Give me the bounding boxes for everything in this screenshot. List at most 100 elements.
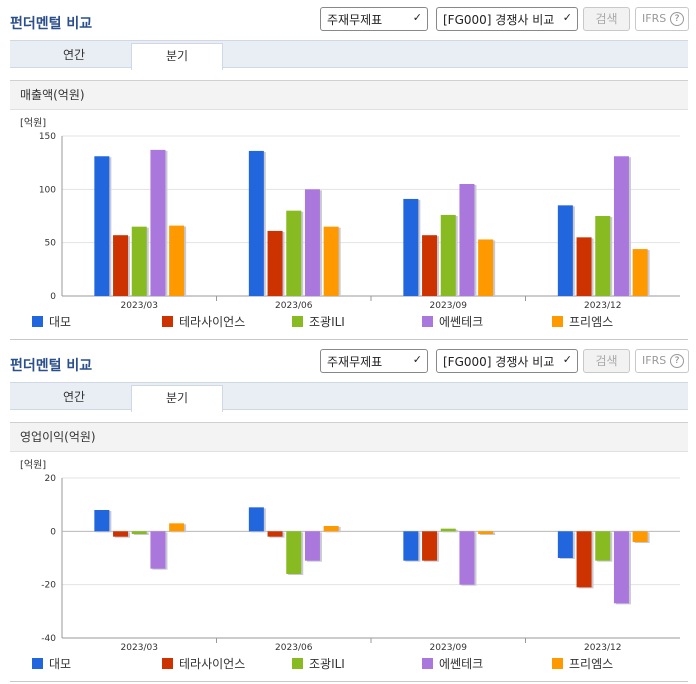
bar[interactable]: [304, 189, 320, 296]
bar[interactable]: [440, 528, 456, 532]
bar[interactable]: [403, 531, 419, 561]
section-header: 펀더멘털 비교 주재무제표 ✓ [FG000] 경쟁사 비교 ✓ 검색 IFRS…: [0, 342, 696, 382]
divider: [10, 681, 688, 682]
bar[interactable]: [323, 226, 339, 296]
bar[interactable]: [459, 184, 475, 296]
bar[interactable]: [169, 523, 185, 532]
section-title: 펀더멘털 비교: [10, 358, 93, 374]
bar[interactable]: [613, 531, 629, 604]
legend-entry[interactable]: 조광ILI: [309, 657, 345, 671]
x-tick-label: 2023/12: [584, 643, 621, 653]
x-tick-label: 2023/03: [121, 301, 158, 311]
legend-swatch: [32, 316, 43, 327]
bar[interactable]: [131, 226, 147, 296]
tab-quarterly[interactable]: 분기: [131, 385, 223, 412]
x-tick-label: 2023/09: [430, 643, 468, 653]
y-tick-label: 0: [50, 527, 56, 537]
ifrs-button[interactable]: IFRS ?: [635, 349, 689, 373]
legend-swatch: [292, 316, 303, 327]
bar[interactable]: [576, 237, 592, 296]
bar[interactable]: [557, 205, 573, 296]
bar[interactable]: [248, 507, 264, 532]
search-button[interactable]: 검색: [583, 349, 630, 373]
x-tick-label: 2023/06: [275, 643, 313, 653]
bar[interactable]: [595, 216, 611, 296]
period-tabs: 연간 분기: [10, 40, 688, 70]
section-title: 펀더멘털 비교: [10, 16, 93, 32]
legend-entry[interactable]: 에쎈테크: [439, 315, 483, 329]
bar[interactable]: [422, 531, 438, 561]
x-tick-label: 2023/12: [584, 301, 621, 311]
y-tick-label: 50: [45, 239, 57, 249]
tab-quarterly[interactable]: 분기: [131, 43, 223, 70]
bar[interactable]: [94, 510, 110, 532]
fundamental-compare-section-revenue: 펀더멘털 비교 주재무제표 ✓ [FG000] 경쟁사 비교 ✓ 검색 IFRS…: [0, 0, 696, 340]
bar[interactable]: [478, 239, 494, 296]
statement-select[interactable]: 주재무제표 ✓: [320, 349, 428, 373]
section-header: 펀더멘털 비교 주재무제표 ✓ [FG000] 경쟁사 비교 ✓ 검색 IFRS…: [0, 0, 696, 40]
legend-entry[interactable]: 조광ILI: [309, 315, 345, 329]
bar[interactable]: [131, 531, 147, 534]
compare-select-value: [FG000] 경쟁사 비교: [443, 13, 555, 27]
tab-annual[interactable]: 연간: [62, 390, 86, 404]
period-tabs: 연간 분기: [10, 382, 688, 412]
y-tick-label: 150: [39, 132, 56, 142]
bar[interactable]: [632, 249, 648, 296]
legend-entry[interactable]: 테라사이언스: [179, 315, 245, 329]
bar[interactable]: [304, 531, 320, 561]
compare-select[interactable]: [FG000] 경쟁사 비교 ✓: [436, 349, 578, 373]
statement-select[interactable]: 주재무제표 ✓: [320, 7, 428, 31]
legend-swatch: [292, 658, 303, 669]
chevron-down-icon: ✓: [412, 353, 422, 366]
legend-entry[interactable]: 프리엠스: [569, 657, 613, 671]
bar[interactable]: [403, 198, 419, 296]
chart-subheading: 영업이익(억원): [10, 422, 688, 452]
bar[interactable]: [595, 531, 611, 561]
compare-select[interactable]: [FG000] 경쟁사 비교 ✓: [436, 7, 578, 31]
bar[interactable]: [459, 531, 475, 585]
y-tick-label: 20: [45, 474, 57, 484]
legend-entry[interactable]: 에쎈테크: [439, 657, 483, 671]
legend-entry[interactable]: 프리엠스: [569, 315, 613, 329]
legend-swatch: [552, 316, 563, 327]
ifrs-label: IFRS: [642, 354, 667, 367]
bar[interactable]: [113, 235, 129, 296]
legend-swatch: [162, 658, 173, 669]
bar[interactable]: [440, 214, 456, 296]
bar[interactable]: [113, 531, 129, 537]
bar[interactable]: [422, 235, 438, 296]
bar[interactable]: [478, 531, 494, 534]
bar[interactable]: [267, 230, 283, 296]
y-tick-label: -40: [41, 634, 56, 644]
legend-swatch: [422, 316, 433, 327]
legend-swatch: [422, 658, 433, 669]
help-icon[interactable]: ?: [670, 354, 684, 368]
fundamental-compare-section-operating-income: 펀더멘털 비교 주재무제표 ✓ [FG000] 경쟁사 비교 ✓ 검색 IFRS…: [0, 342, 696, 684]
search-button[interactable]: 검색: [583, 7, 630, 31]
bar[interactable]: [286, 531, 302, 574]
bar[interactable]: [150, 531, 166, 569]
divider: [10, 339, 688, 340]
legend-entry[interactable]: 대모: [49, 657, 71, 671]
bar[interactable]: [248, 150, 264, 296]
ifrs-button[interactable]: IFRS ?: [635, 7, 689, 31]
legend-entry[interactable]: 대모: [49, 315, 71, 329]
legend-entry[interactable]: 테라사이언스: [179, 657, 245, 671]
bar[interactable]: [286, 210, 302, 296]
bar[interactable]: [323, 526, 339, 532]
bar[interactable]: [150, 149, 166, 296]
legend-swatch: [32, 658, 43, 669]
chart-subheading: 매출액(억원): [10, 80, 688, 110]
tab-annual[interactable]: 연간: [62, 48, 86, 62]
chevron-down-icon: ✓: [562, 353, 572, 366]
bar[interactable]: [169, 225, 185, 296]
bar[interactable]: [632, 531, 648, 542]
bar[interactable]: [267, 531, 283, 537]
help-icon[interactable]: ?: [670, 12, 684, 26]
bar[interactable]: [94, 156, 110, 296]
y-tick-label: 0: [50, 292, 56, 302]
bar[interactable]: [613, 156, 629, 296]
bar[interactable]: [576, 531, 592, 588]
bar[interactable]: [557, 531, 573, 558]
y-tick-label: 100: [39, 185, 56, 195]
